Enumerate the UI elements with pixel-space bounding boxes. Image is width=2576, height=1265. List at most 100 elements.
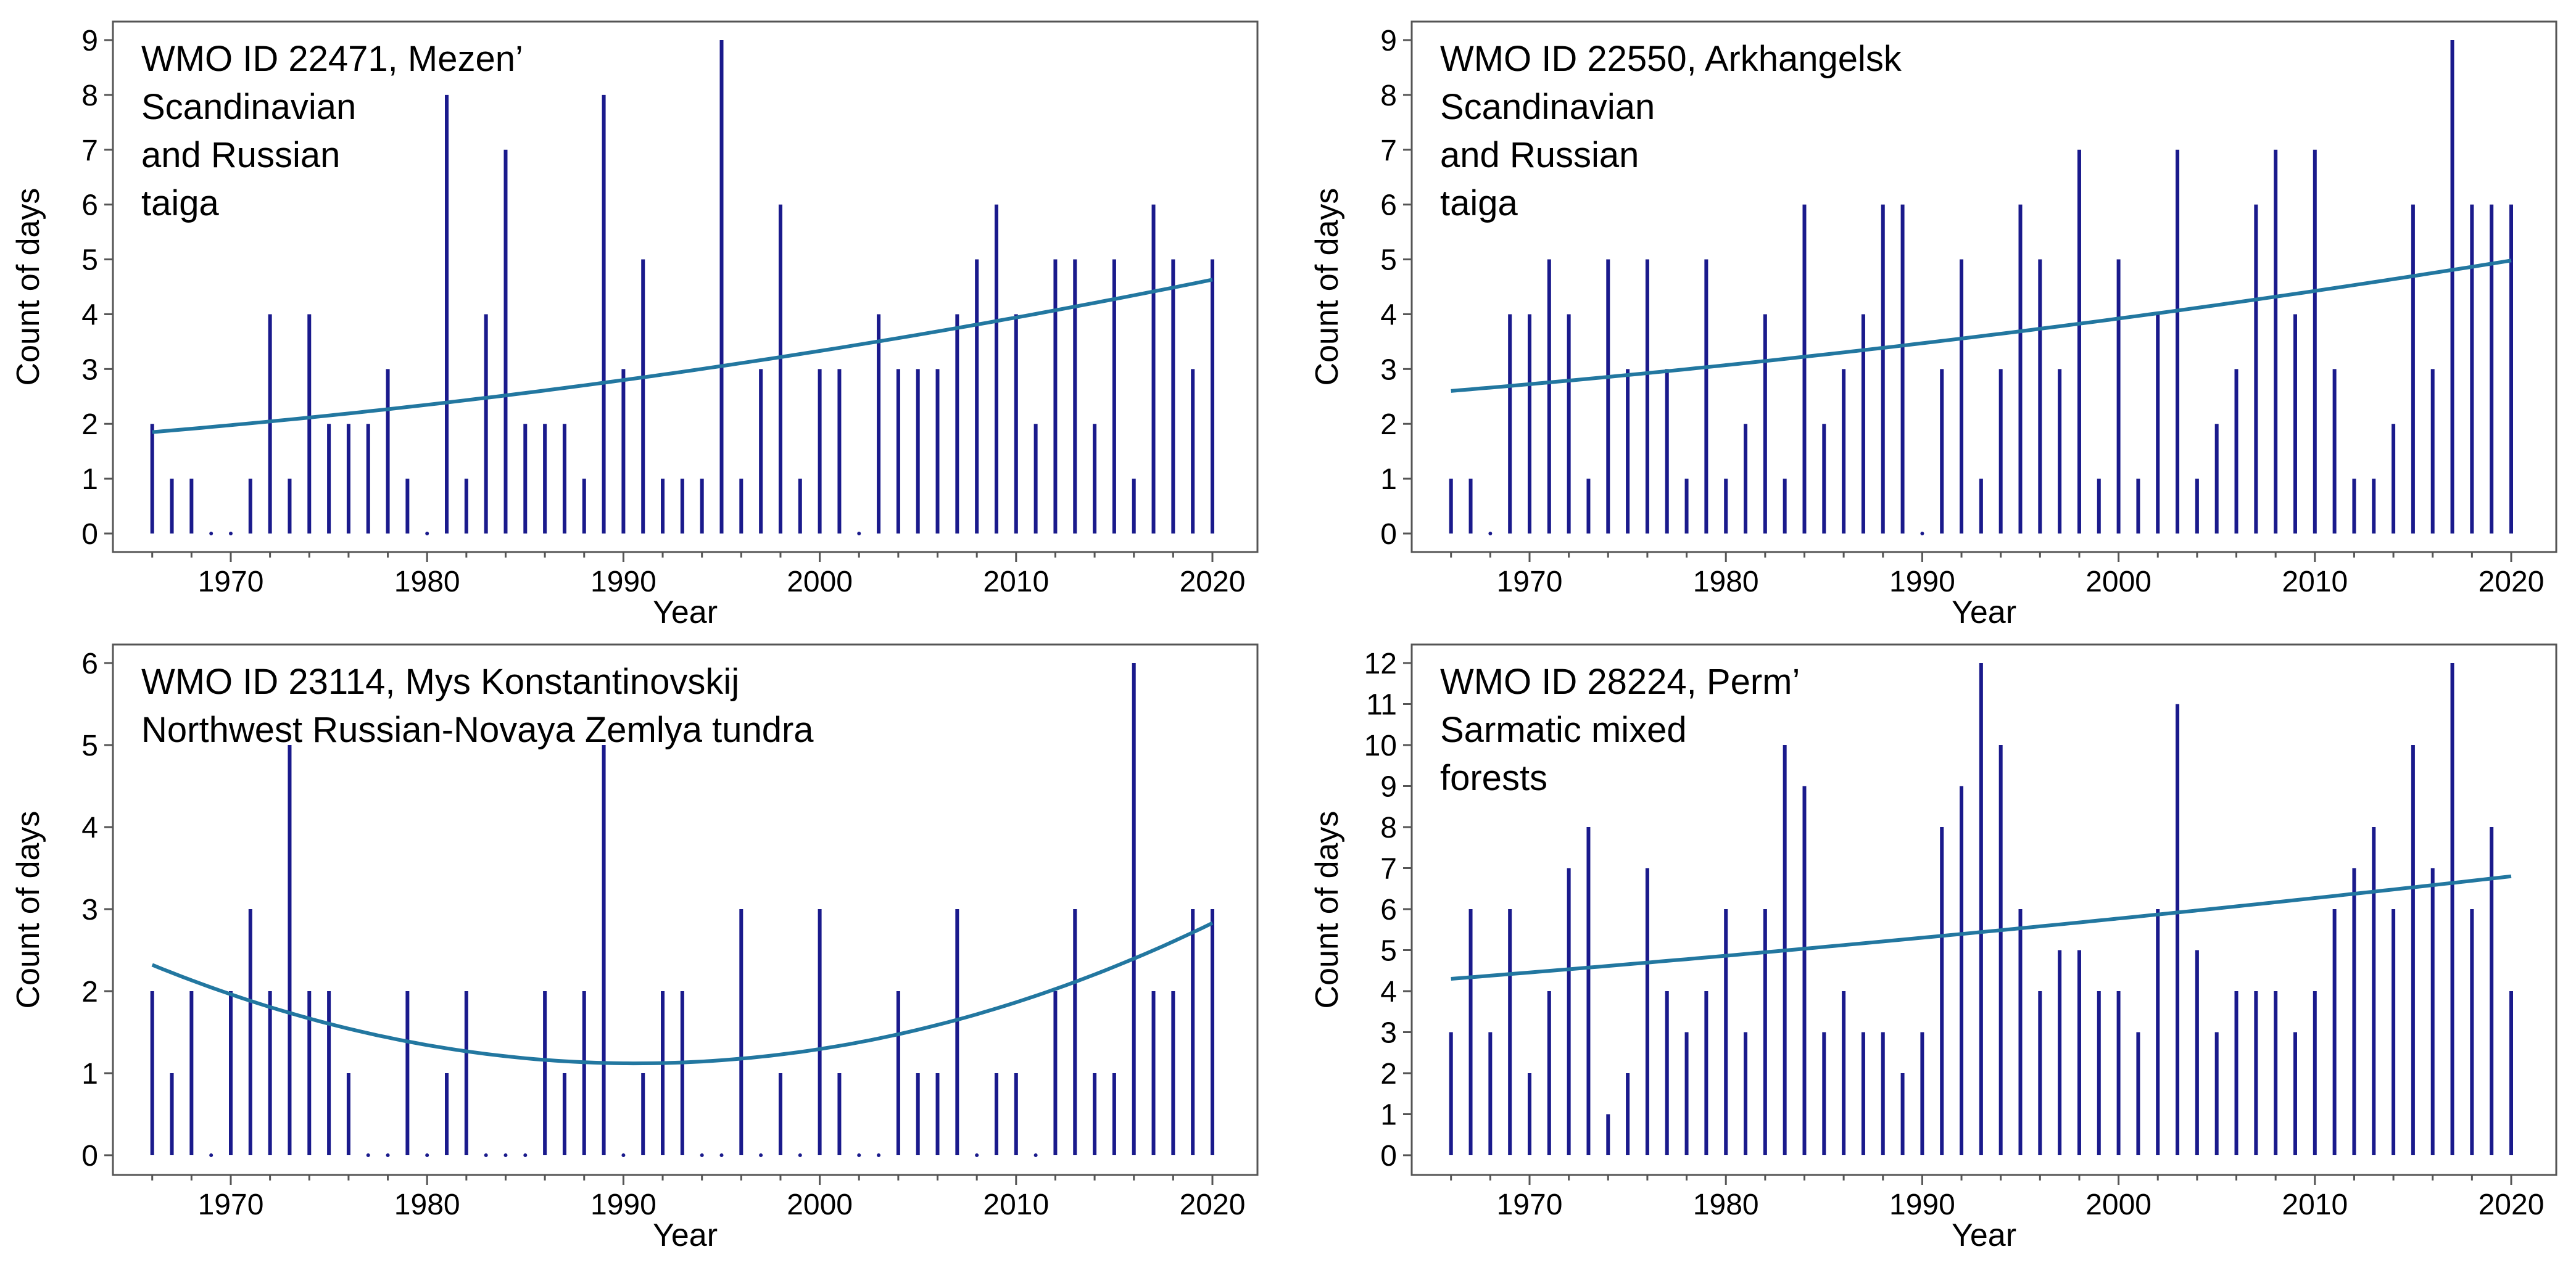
x-tick-label: 2020 [1180, 1189, 1246, 1221]
bar-zero-marker [1488, 532, 1493, 535]
y-tick-label: 1 [1380, 463, 1397, 496]
y-tick-label: 0 [81, 1140, 98, 1172]
y-tick-label: 10 [1364, 730, 1397, 762]
y-tick-label: 3 [1380, 1017, 1397, 1050]
y-tick-label: 6 [1380, 189, 1397, 222]
y-tick-label: 9 [1380, 25, 1397, 57]
y-tick-label: 2 [1380, 1058, 1397, 1090]
y-axis-label: Count of days [1309, 188, 1345, 386]
y-tick-label: 5 [81, 730, 98, 762]
x-tick-label: 2010 [2282, 566, 2348, 598]
x-tick-label: 2010 [983, 566, 1049, 598]
x-tick-label: 1990 [1889, 1189, 1955, 1221]
bar-zero-marker [1033, 1153, 1038, 1157]
y-tick-label: 0 [81, 518, 98, 551]
station-annotation-line: and Russian [141, 135, 340, 175]
y-tick-label: 3 [81, 353, 98, 386]
y-tick-label: 3 [1380, 353, 1397, 386]
y-tick-label: 8 [1380, 80, 1397, 112]
y-tick-label: 1 [81, 463, 98, 496]
bar-zero-marker [209, 1153, 213, 1157]
y-tick-label: 7 [1380, 853, 1397, 886]
bar-zero-marker [798, 1153, 802, 1157]
x-axis-label: Year [653, 595, 718, 630]
x-axis-label: Year [1952, 1218, 2016, 1253]
x-tick-label: 2010 [983, 1189, 1049, 1221]
x-tick-label: 1990 [590, 1189, 656, 1221]
x-tick-label: 1990 [1889, 566, 1955, 598]
y-tick-label: 4 [81, 812, 98, 844]
x-tick-label: 2020 [2479, 1189, 2545, 1221]
x-tick-label: 1980 [394, 566, 460, 598]
bar-zero-marker [975, 1153, 979, 1157]
y-tick-label: 2 [81, 976, 98, 1008]
trend-line [1451, 258, 2512, 393]
y-tick-label: 1 [1380, 1099, 1397, 1132]
station-annotation-line: Scandinavian [1440, 87, 1655, 127]
trend-line [151, 921, 1214, 1066]
bar-zero-marker [425, 532, 429, 535]
x-tick-label: 2000 [787, 566, 853, 598]
bar-zero-marker [366, 1153, 370, 1157]
y-tick-label: 4 [1380, 299, 1397, 331]
station-annotation-line: WMO ID 22471, Mezen’ [141, 39, 523, 79]
bar-zero-marker [621, 1153, 626, 1157]
bar-zero-marker [503, 1153, 508, 1157]
bar-zero-marker [719, 1153, 724, 1157]
y-tick-label: 2 [81, 408, 98, 441]
x-axis-label: Year [1952, 595, 2016, 630]
y-tick-label: 5 [1380, 935, 1397, 968]
x-tick-label: 2000 [2085, 1189, 2151, 1221]
y-tick-label: 6 [81, 189, 98, 222]
station-annotation-line: taiga [1440, 183, 1518, 223]
bar-zero-marker [209, 532, 213, 535]
x-tick-label: 2000 [2085, 566, 2151, 598]
y-tick-label: 9 [81, 25, 98, 57]
station-annotation-line: Northwest Russian-Novaya Zemlya tundra [141, 710, 814, 750]
plot-frame [112, 20, 1259, 553]
bar-zero-marker [425, 1153, 429, 1157]
y-tick-label: 4 [1380, 976, 1397, 1008]
y-axis-label: Count of days [1309, 811, 1345, 1009]
station-annotation-line: taiga [141, 183, 220, 223]
station-annotation-line: WMO ID 23114, Mys Konstantinovskij [141, 662, 739, 702]
x-tick-label: 1980 [394, 1189, 460, 1221]
y-tick-label: 6 [81, 648, 98, 680]
x-tick-label: 2000 [787, 1189, 853, 1221]
bar-zero-marker [229, 532, 233, 535]
bar-zero-marker [386, 1153, 390, 1157]
station-annotation-line: Sarmatic mixed [1440, 710, 1687, 750]
y-tick-label: 1 [81, 1058, 98, 1090]
y-tick-label: 3 [81, 894, 98, 926]
bar-zero-marker [484, 1153, 488, 1157]
x-tick-label: 2010 [2282, 1189, 2348, 1221]
bar-zero-marker [857, 1153, 861, 1157]
y-tick-label: 7 [1380, 134, 1397, 167]
y-tick-label: 2 [1380, 408, 1397, 441]
y-tick-label: 8 [81, 80, 98, 112]
y-tick-label: 12 [1364, 648, 1397, 680]
bar-zero-marker [700, 1153, 704, 1157]
y-tick-label: 7 [81, 134, 98, 167]
bar-zero-marker [759, 1153, 763, 1157]
x-tick-label: 1980 [1693, 1189, 1759, 1221]
station-annotation-line: and Russian [1440, 135, 1639, 175]
x-tick-label: 1990 [590, 566, 656, 598]
bar-zero-marker [857, 532, 861, 535]
y-tick-label: 4 [81, 299, 98, 331]
station-annotation-line: WMO ID 22550, Arkhangelsk [1440, 39, 1902, 79]
panel-arkhangelsk: 0 1 2 3 4 5 6 7 8 9 1970 1980 1990 2000 2010 2020 Year Co… [1309, 20, 2557, 630]
y-tick-label: 0 [1380, 518, 1397, 551]
bar-zero-marker [1920, 532, 1924, 535]
y-tick-label: 5 [1380, 244, 1397, 277]
station-annotation-line: forests [1440, 758, 1547, 798]
y-tick-label: 8 [1380, 812, 1397, 844]
bar-zero-marker [877, 1153, 881, 1157]
x-tick-label: 1970 [1497, 1189, 1563, 1221]
y-tick-label: 0 [1380, 1140, 1397, 1172]
y-axis-label: Count of days [10, 188, 46, 386]
panel-mys-konstantinovskij: 0 1 2 3 4 5 6 1970 1980 1990 2000 2010 2020 Year Count… [10, 643, 1259, 1253]
station-annotation-line: Scandinavian [141, 87, 356, 127]
